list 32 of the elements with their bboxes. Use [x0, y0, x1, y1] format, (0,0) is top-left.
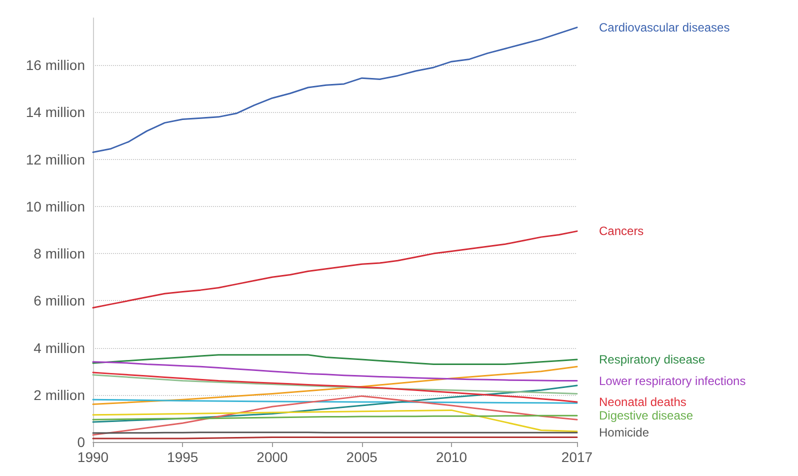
y-tick-label: 6 million	[34, 292, 85, 309]
x-tick-label: 2017	[561, 449, 593, 465]
x-tick-label: 2000	[256, 449, 288, 465]
line-series	[92, 366, 578, 406]
line-series	[92, 372, 578, 403]
x-tick-label: 1995	[167, 449, 198, 465]
y-tick-label: 0	[77, 434, 86, 450]
series-label: Respiratory disease	[599, 352, 706, 367]
series-label: Cancers	[599, 224, 644, 238]
series-label: Neonatal deaths	[599, 394, 686, 409]
series-label: Cardiovascular diseases	[599, 20, 730, 34]
x-tick-label: 1990	[77, 449, 109, 465]
line-series	[92, 409, 578, 432]
y-tick-label: 16 million	[26, 57, 85, 74]
x-tick-label: 2010	[436, 449, 468, 465]
y-tick-label: 10 million	[26, 198, 85, 214]
line-series	[92, 361, 578, 382]
y-tick-label: 8 million	[34, 246, 85, 262]
line-series	[92, 354, 578, 366]
series-label: Homicide	[599, 426, 650, 440]
line-series	[92, 395, 578, 436]
line-series	[92, 230, 578, 308]
series-label: Lower respiratory infections	[599, 374, 746, 388]
line-series	[92, 374, 578, 394]
series-label: Digestive disease	[599, 408, 694, 423]
y-tick-label: 12 million	[26, 151, 85, 168]
y-tick-label: 4 million	[34, 340, 85, 356]
x-tick-label: 2005	[346, 449, 378, 465]
y-tick-label: 14 million	[26, 104, 85, 120]
line-series	[92, 384, 578, 423]
line-series	[92, 26, 578, 154]
y-tick-label: 2 million	[34, 386, 85, 403]
